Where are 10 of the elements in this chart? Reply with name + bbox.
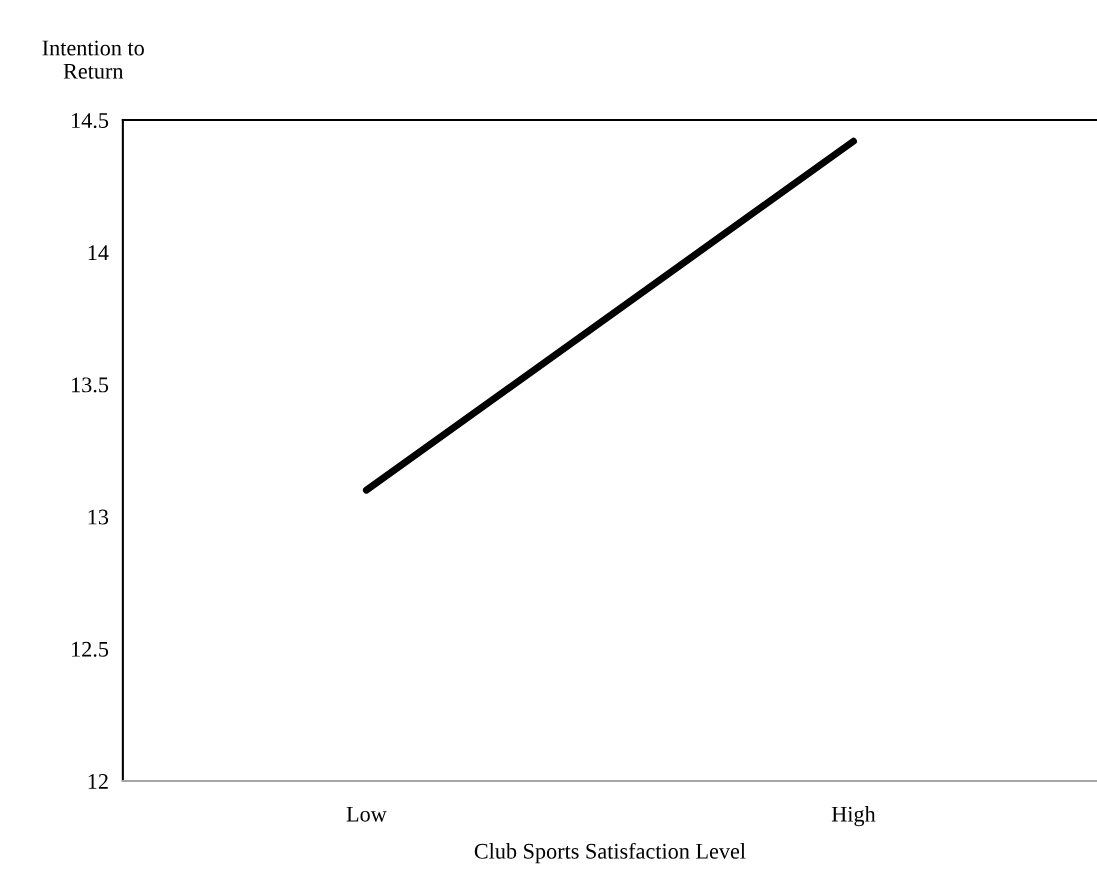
y-tick-label: 14.5: [72, 113, 109, 129]
y-tick-label: 12: [88, 774, 108, 789]
y-tick-label: 14: [88, 245, 109, 260]
y-tick-label: 12.5: [72, 641, 109, 657]
x-tick-label: Low: [346, 806, 387, 822]
y-tick-label: 13: [88, 509, 109, 525]
y-tick-label: 13.5: [72, 377, 109, 393]
y-axis-title: Intention to Return: [42, 40, 144, 79]
x-tick-label: High: [831, 806, 876, 827]
x-axis-title: Club Sports Satisfaction Level: [474, 842, 746, 864]
